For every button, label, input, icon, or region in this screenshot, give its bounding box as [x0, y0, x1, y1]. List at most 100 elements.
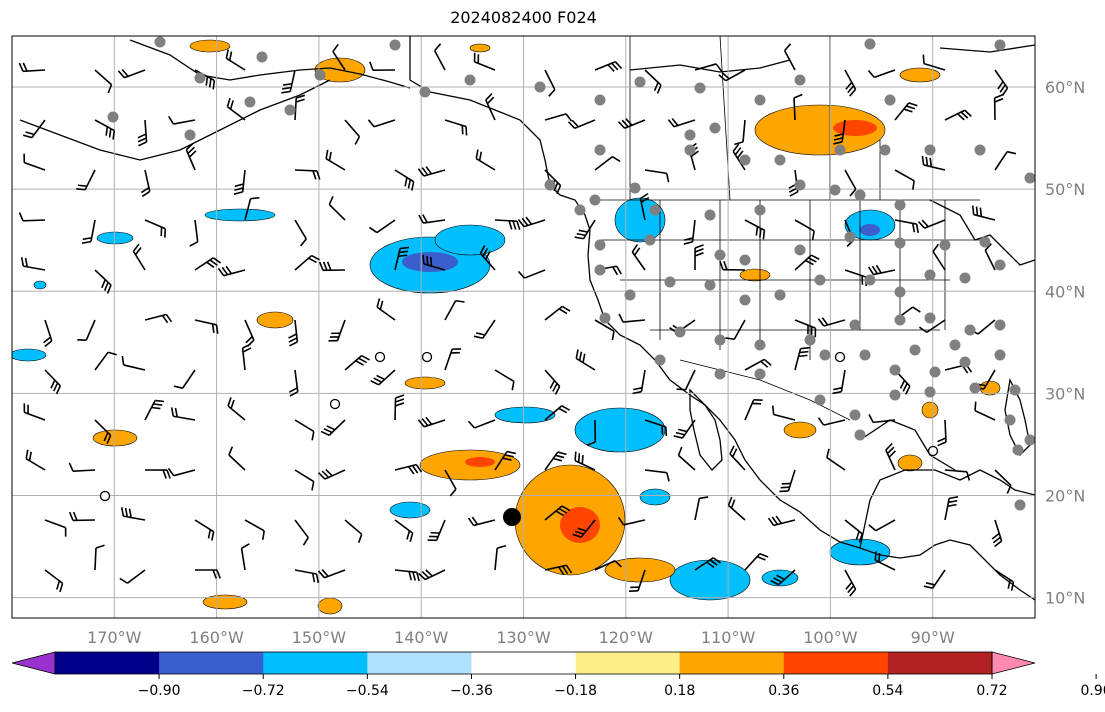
wind-barb: [394, 394, 405, 421]
station-dot: [684, 129, 696, 141]
wind-barb: [144, 399, 165, 421]
station-dot: [107, 111, 119, 123]
station-dot: [589, 194, 601, 206]
contour-region: [92, 429, 138, 447]
wind-barb: [494, 450, 516, 471]
wind-barb: [844, 569, 857, 597]
wind-barb: [994, 69, 1009, 96]
wind-barb: [294, 519, 309, 546]
station-dot: [894, 199, 906, 211]
wind-barb: [225, 49, 246, 71]
gridlines: [12, 36, 1035, 618]
wind-barb: [727, 496, 746, 521]
wind-barb: [422, 254, 446, 271]
contour-region: [639, 488, 671, 506]
wind-barb: [288, 319, 299, 347]
wind-barb: [732, 143, 746, 171]
lon-tick-label: 150°W: [292, 628, 347, 647]
wind-barb: [194, 319, 219, 334]
wind-barb: [867, 69, 896, 79]
station-dot: [834, 144, 846, 156]
wind-barb: [729, 445, 746, 471]
wind-barb: [137, 119, 148, 147]
colorbar-segment: [263, 652, 368, 674]
wind-barb: [244, 319, 255, 348]
station-dot: [894, 286, 906, 298]
wind-barb: [23, 153, 46, 171]
contour-region: [761, 569, 799, 587]
chart-title: 2024082400 F024: [450, 8, 597, 27]
colorbar-segment: [367, 652, 472, 674]
wind-barb: [694, 244, 704, 271]
calm-circle: [374, 351, 386, 363]
station-dot: [624, 289, 636, 301]
contour-region: [754, 104, 886, 156]
field-contours: [12, 39, 1001, 615]
wind-barb: [794, 319, 817, 338]
wind-barb: [567, 119, 596, 130]
wind-barb: [644, 419, 668, 436]
wind-barb: [68, 462, 96, 472]
wind-barb: [427, 519, 446, 542]
wind-barb: [288, 369, 299, 397]
contour-region: [604, 557, 676, 583]
wind-barb: [369, 219, 396, 234]
station-dot: [909, 344, 921, 356]
contour-region: [204, 208, 276, 222]
station-dot: [924, 144, 936, 156]
wind-barb: [793, 93, 803, 121]
wind-barb: [594, 61, 623, 72]
contour-region: [614, 197, 666, 243]
station-dot: [739, 294, 751, 306]
colorbar-segment: [887, 652, 993, 674]
station-dot: [849, 409, 861, 421]
wind-barb: [779, 469, 796, 493]
contour-region: [404, 376, 446, 390]
station-dot: [739, 254, 751, 266]
wind-barb: [117, 69, 146, 79]
contour-core: [402, 252, 458, 272]
wind-barb: [227, 397, 246, 421]
wind-barb: [844, 269, 867, 287]
station-dot: [924, 386, 936, 398]
station-dot: [694, 82, 706, 94]
colorbar-tick-label: −0.18: [554, 683, 597, 699]
wind-barb: [241, 343, 252, 371]
wind-barb: [194, 519, 215, 541]
station-dot: [979, 236, 991, 248]
wind-barb: [894, 102, 918, 121]
wind-barb: [544, 405, 571, 421]
wind-barb: [868, 519, 896, 532]
colorbar-tick-label: −0.72: [242, 683, 285, 699]
wind-barb: [325, 149, 346, 171]
station-dot: [544, 179, 556, 191]
wind-barb: [18, 62, 46, 73]
wind-barb: [744, 358, 772, 371]
contour-region: [783, 421, 817, 439]
wind-barb: [444, 119, 468, 136]
wind-barb: [944, 109, 972, 121]
colorbar-segment: [471, 652, 577, 674]
wind-barb: [170, 407, 196, 421]
station-dot: [1014, 499, 1026, 511]
wind-barb: [544, 369, 561, 395]
station-dot: [854, 429, 866, 441]
wind-barb: [572, 519, 596, 538]
station-dot: [804, 334, 816, 346]
wind-barb: [974, 401, 996, 421]
lon-tick-label: 170°W: [87, 628, 142, 647]
lat-tick-label: 10°N: [1045, 589, 1085, 608]
contour-region: [494, 406, 556, 424]
wind-barb: [794, 254, 820, 271]
wind-barb: [77, 319, 96, 341]
wind-barb: [517, 269, 546, 279]
wind-barb: [923, 569, 946, 589]
station-dot: [864, 38, 876, 50]
wind-barb: [683, 219, 696, 245]
station-dot: [1004, 414, 1016, 426]
contour-region: [256, 311, 294, 329]
wind-barb: [473, 52, 496, 71]
station-dot: [704, 279, 716, 291]
wind-barb: [418, 214, 446, 224]
station-dot: [754, 94, 766, 106]
